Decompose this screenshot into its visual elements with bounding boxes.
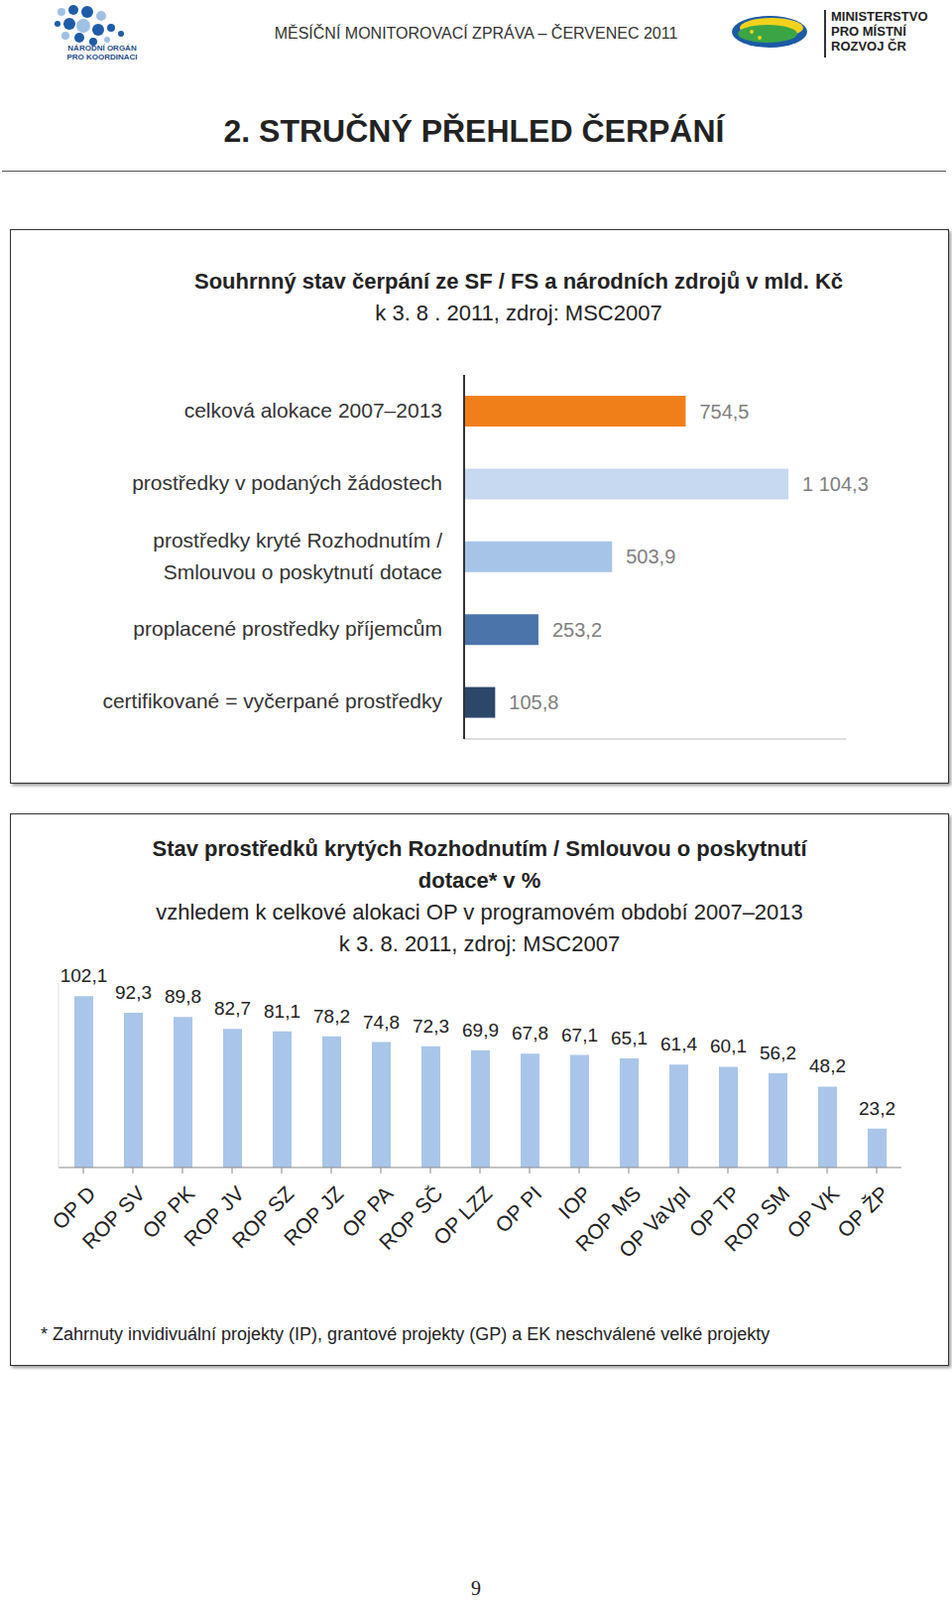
svg-text:ROP SV: ROP SV bbox=[77, 1181, 149, 1253]
html-text:9: 9 bbox=[471, 1576, 481, 1599]
svg-text:72,3: 72,3 bbox=[412, 1015, 450, 1037]
html-text:MĚSÍČNÍ MONITOROVACÍ ZPRÁVA –: MĚSÍČNÍ MONITOROVACÍ ZPRÁVA – ČERVENEC 2… bbox=[274, 24, 678, 42]
svg-text:OP PA: OP PA bbox=[337, 1181, 398, 1242]
svg-text:65,1: 65,1 bbox=[610, 1027, 648, 1049]
svg-text:celková alokace 2007–2013: celková alokace 2007–2013 bbox=[184, 397, 443, 421]
svg-text:61,4: 61,4 bbox=[660, 1033, 698, 1055]
svg-text:OP VK: OP VK bbox=[782, 1181, 843, 1242]
svg-text:proplacené prostředky příjemců: proplacené prostředky příjemcům bbox=[132, 615, 443, 639]
svg-text:OP ŽP: OP ŽP bbox=[833, 1181, 894, 1242]
svg-text:67,1: 67,1 bbox=[561, 1024, 598, 1046]
html-text:vzhledem k celkové alokaci OP: vzhledem k celkové alokaci OP v programo… bbox=[155, 899, 804, 956]
svg-text:ROP JZ: ROP JZ bbox=[279, 1181, 349, 1250]
svg-text:60,1: 60,1 bbox=[710, 1035, 747, 1057]
svg-text:ROP SČ: ROP SČ bbox=[374, 1181, 448, 1254]
svg-text:ROP JV: ROP JV bbox=[179, 1181, 249, 1251]
svg-text:74,8: 74,8 bbox=[362, 1011, 400, 1033]
svg-text:69,9: 69,9 bbox=[462, 1019, 499, 1041]
svg-text:prostředky v podaných žádostec: prostředky v podaných žádostech bbox=[131, 471, 443, 494]
svg-text:23,2: 23,2 bbox=[858, 1097, 896, 1119]
svg-text:253,2: 253,2 bbox=[552, 618, 602, 641]
svg-text:OP PI: OP PI bbox=[490, 1181, 547, 1237]
svg-text:OP TP: OP TP bbox=[684, 1181, 745, 1242]
svg-text:503,9: 503,9 bbox=[625, 545, 676, 568]
svg-text:IOP: IOP bbox=[554, 1181, 596, 1223]
svg-text:ROP SM: ROP SM bbox=[719, 1181, 795, 1256]
svg-text:78,2: 78,2 bbox=[313, 1005, 351, 1027]
svg-text:ROP MS: ROP MS bbox=[571, 1181, 646, 1256]
svg-text:56,2: 56,2 bbox=[759, 1042, 797, 1064]
html-text:k 3. 8 . 2011, zdroj: MSC2007: k 3. 8 . 2011, zdroj: MSC2007 bbox=[375, 300, 663, 326]
svg-text:certifikované = vyčerpané pros: certifikované = vyčerpané prostředky bbox=[102, 689, 443, 713]
svg-text:OP VaVpI: OP VaVpI bbox=[614, 1181, 696, 1262]
svg-text:OP D: OP D bbox=[47, 1181, 100, 1234]
svg-text:754,5: 754,5 bbox=[699, 400, 749, 423]
html-text:2. STRUČNÝ PŘEHLED ČERPÁNÍ: 2. STRUČNÝ PŘEHLED ČERPÁNÍ bbox=[223, 113, 725, 149]
svg-text:prostředky kryté Rozhodnutím /: prostředky kryté Rozhodnutím /Smlouvou o… bbox=[152, 527, 443, 583]
html-text:MINISTERSTVO PRO MÍSTNÍ ROZVOJ: MINISTERSTVO PRO MÍSTNÍ ROZVOJ ČR bbox=[831, 8, 928, 54]
svg-text:102,1: 102,1 bbox=[60, 964, 109, 986]
html-text:* Zahrnuty invidivuální projek: * Zahrnuty invidivuální projekty (IP), g… bbox=[40, 1323, 770, 1344]
html-text:Stav prostředků krytých Rozhod: Stav prostředků krytých Rozhodnutím / Sm… bbox=[152, 835, 807, 893]
svg-text:48,2: 48,2 bbox=[809, 1055, 846, 1076]
svg-text:67,8: 67,8 bbox=[511, 1022, 549, 1044]
svg-text:OP PK: OP PK bbox=[137, 1181, 199, 1243]
svg-text:89,8: 89,8 bbox=[164, 985, 202, 1007]
svg-text:92,3: 92,3 bbox=[115, 981, 152, 1003]
svg-text:81,1: 81,1 bbox=[263, 1000, 301, 1022]
svg-text:1 104,3: 1 104,3 bbox=[802, 473, 869, 495]
svg-text:105,8: 105,8 bbox=[508, 691, 559, 714]
html-text:NÁRODNÍ ORGÁN PRO KOORDINACI: NÁRODNÍ ORGÁN PRO KOORDINACI bbox=[66, 43, 138, 62]
html-text:Souhrnný stav čerpání ze SF /: Souhrnný stav čerpání ze SF / FS a národ… bbox=[194, 268, 843, 294]
svg-text:82,7: 82,7 bbox=[214, 997, 251, 1019]
svg-text:OP LZZ: OP LZZ bbox=[429, 1181, 497, 1249]
svg-text:ROP SZ: ROP SZ bbox=[227, 1181, 298, 1252]
